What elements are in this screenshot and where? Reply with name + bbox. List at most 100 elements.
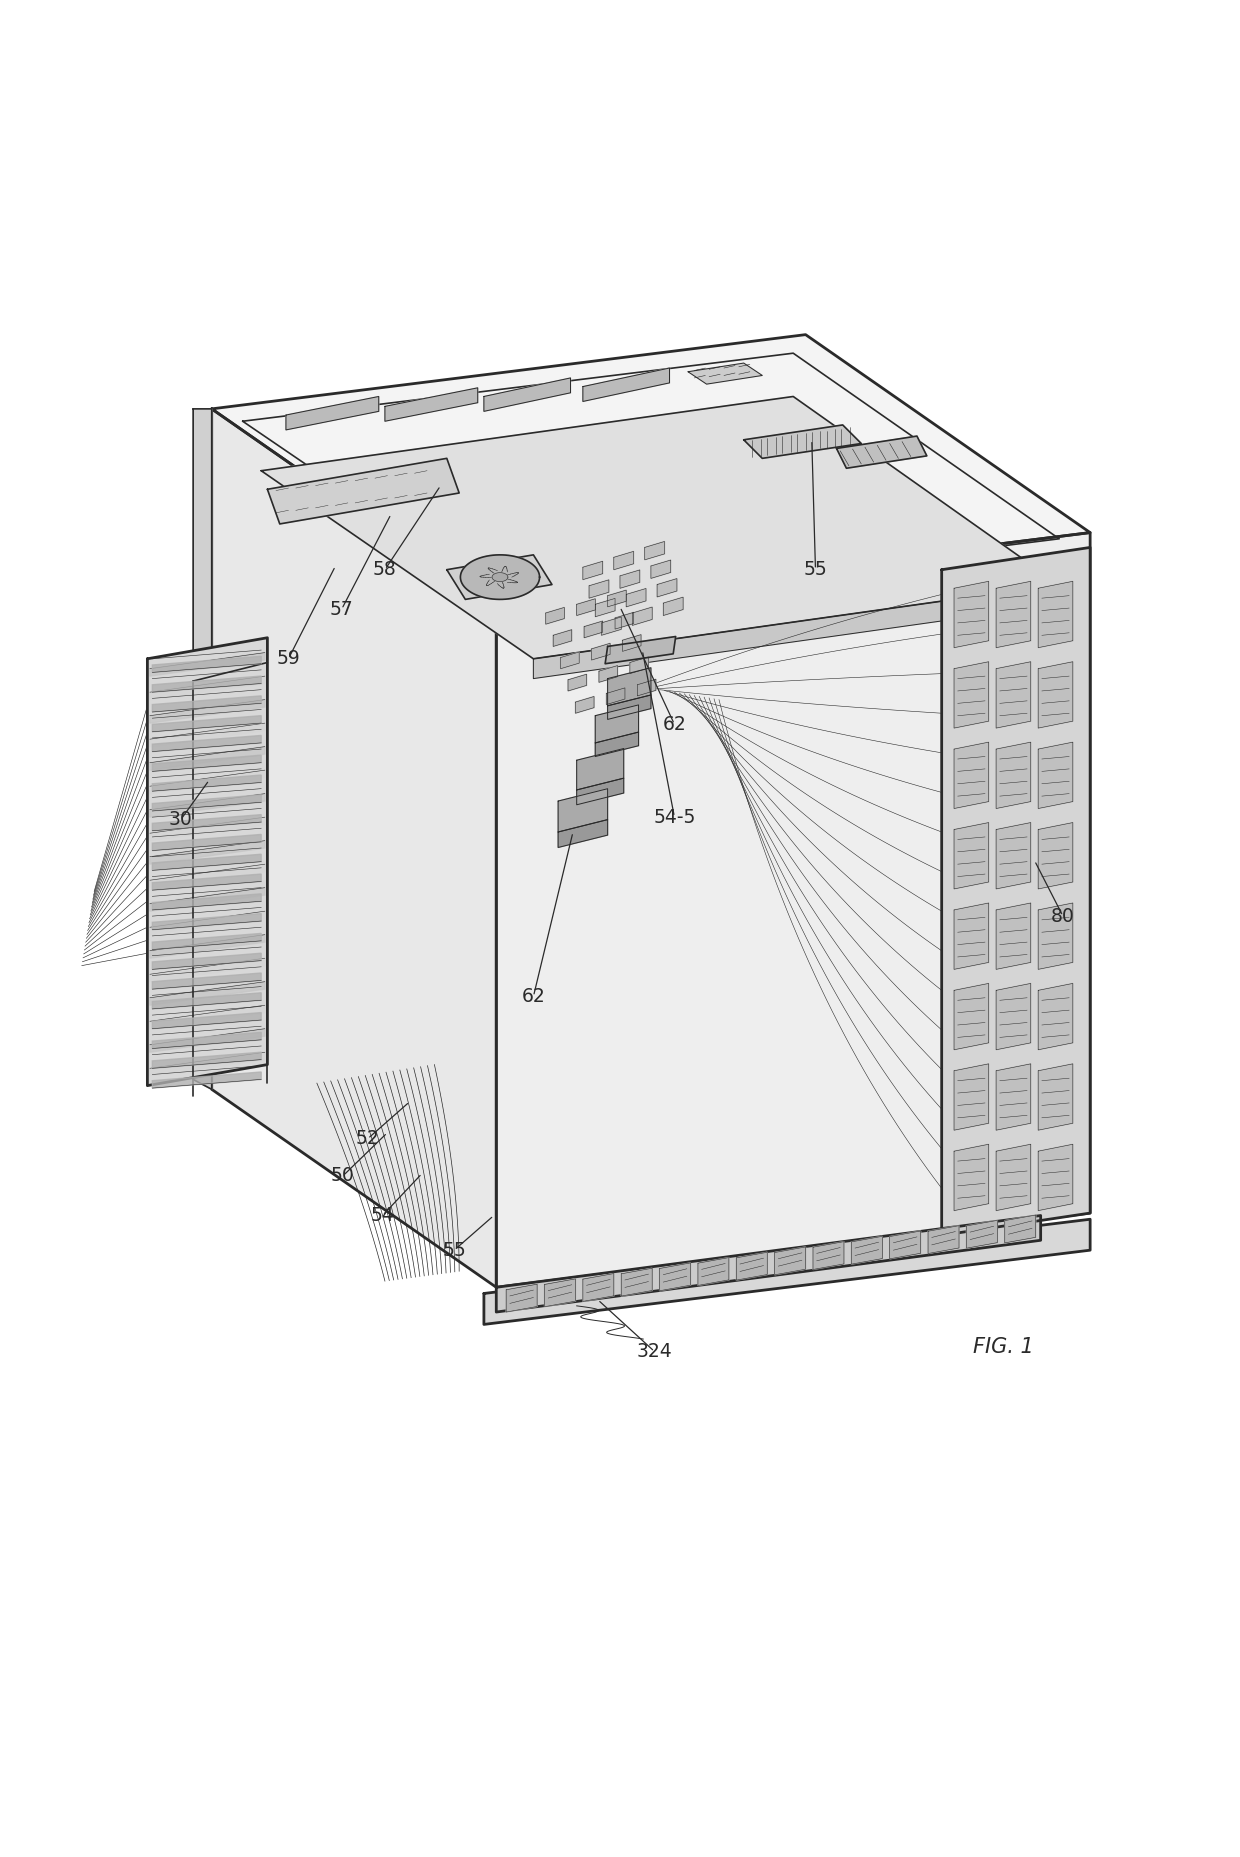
Text: 55: 55 <box>804 561 827 579</box>
Polygon shape <box>1038 1064 1073 1131</box>
Polygon shape <box>996 823 1030 890</box>
Polygon shape <box>1038 984 1073 1049</box>
Polygon shape <box>153 934 262 949</box>
Polygon shape <box>153 735 262 752</box>
Polygon shape <box>153 953 262 969</box>
Polygon shape <box>698 1257 729 1285</box>
Polygon shape <box>583 1274 614 1302</box>
Polygon shape <box>595 732 639 756</box>
Text: 50: 50 <box>331 1166 355 1185</box>
Polygon shape <box>153 914 262 930</box>
Polygon shape <box>595 598 615 617</box>
Polygon shape <box>262 397 1059 659</box>
Polygon shape <box>1038 661 1073 728</box>
Polygon shape <box>954 661 988 728</box>
Polygon shape <box>577 778 624 804</box>
Polygon shape <box>996 903 1030 969</box>
Polygon shape <box>446 555 552 600</box>
Polygon shape <box>595 706 639 743</box>
Text: 54: 54 <box>371 1205 394 1226</box>
Polygon shape <box>954 1144 988 1211</box>
Polygon shape <box>150 771 265 793</box>
Polygon shape <box>660 1263 691 1291</box>
Polygon shape <box>153 1071 262 1088</box>
Polygon shape <box>583 561 603 579</box>
Polygon shape <box>153 696 262 711</box>
Text: 58: 58 <box>373 561 397 579</box>
Polygon shape <box>153 893 262 910</box>
Polygon shape <box>645 542 665 559</box>
Polygon shape <box>1038 581 1073 648</box>
Polygon shape <box>996 743 1030 808</box>
Polygon shape <box>575 696 594 713</box>
Polygon shape <box>153 756 262 771</box>
Polygon shape <box>212 334 1090 607</box>
Text: 62: 62 <box>522 988 546 1006</box>
Polygon shape <box>954 1064 988 1131</box>
Polygon shape <box>268 459 459 524</box>
Polygon shape <box>150 912 265 934</box>
Polygon shape <box>599 665 618 682</box>
Polygon shape <box>996 661 1030 728</box>
Polygon shape <box>150 958 265 982</box>
Polygon shape <box>150 1029 265 1053</box>
Polygon shape <box>153 676 262 693</box>
Polygon shape <box>150 982 265 1005</box>
Polygon shape <box>620 570 640 589</box>
Polygon shape <box>954 743 988 808</box>
Polygon shape <box>966 1220 997 1248</box>
Text: 54-5: 54-5 <box>653 808 696 826</box>
Polygon shape <box>775 1246 806 1274</box>
Polygon shape <box>928 1226 959 1253</box>
Polygon shape <box>546 607 564 624</box>
Polygon shape <box>601 617 621 635</box>
Polygon shape <box>605 637 676 663</box>
Polygon shape <box>286 397 378 431</box>
Polygon shape <box>657 579 677 596</box>
Polygon shape <box>621 1268 652 1296</box>
Polygon shape <box>150 934 265 958</box>
Polygon shape <box>150 888 265 912</box>
Polygon shape <box>484 379 570 412</box>
Polygon shape <box>614 552 634 570</box>
Polygon shape <box>460 555 539 600</box>
Polygon shape <box>153 1053 262 1068</box>
Polygon shape <box>608 591 626 607</box>
Polygon shape <box>568 674 587 691</box>
Polygon shape <box>1038 903 1073 969</box>
Polygon shape <box>150 747 265 771</box>
Polygon shape <box>589 579 609 598</box>
Polygon shape <box>608 669 651 706</box>
Polygon shape <box>637 680 656 696</box>
Polygon shape <box>632 607 652 626</box>
Polygon shape <box>591 643 610 659</box>
Polygon shape <box>651 561 671 578</box>
Polygon shape <box>496 1216 1040 1313</box>
Polygon shape <box>153 834 262 851</box>
Polygon shape <box>622 635 641 652</box>
Polygon shape <box>558 789 608 832</box>
Polygon shape <box>996 984 1030 1049</box>
Polygon shape <box>544 1279 575 1307</box>
Polygon shape <box>577 748 624 789</box>
Polygon shape <box>954 984 988 1049</box>
Polygon shape <box>153 993 262 1008</box>
Text: 52: 52 <box>356 1129 379 1148</box>
Polygon shape <box>212 409 496 1287</box>
Polygon shape <box>630 657 649 674</box>
Polygon shape <box>153 656 262 672</box>
Polygon shape <box>153 815 262 830</box>
Polygon shape <box>837 436 926 468</box>
Polygon shape <box>996 1064 1030 1131</box>
Polygon shape <box>384 388 477 422</box>
Polygon shape <box>150 841 265 864</box>
Polygon shape <box>577 598 595 615</box>
Text: 55: 55 <box>443 1240 466 1259</box>
Polygon shape <box>150 652 265 676</box>
Polygon shape <box>492 572 508 581</box>
Polygon shape <box>954 823 988 890</box>
Polygon shape <box>153 875 262 890</box>
Polygon shape <box>954 903 988 969</box>
Polygon shape <box>153 795 262 812</box>
Polygon shape <box>813 1242 844 1270</box>
